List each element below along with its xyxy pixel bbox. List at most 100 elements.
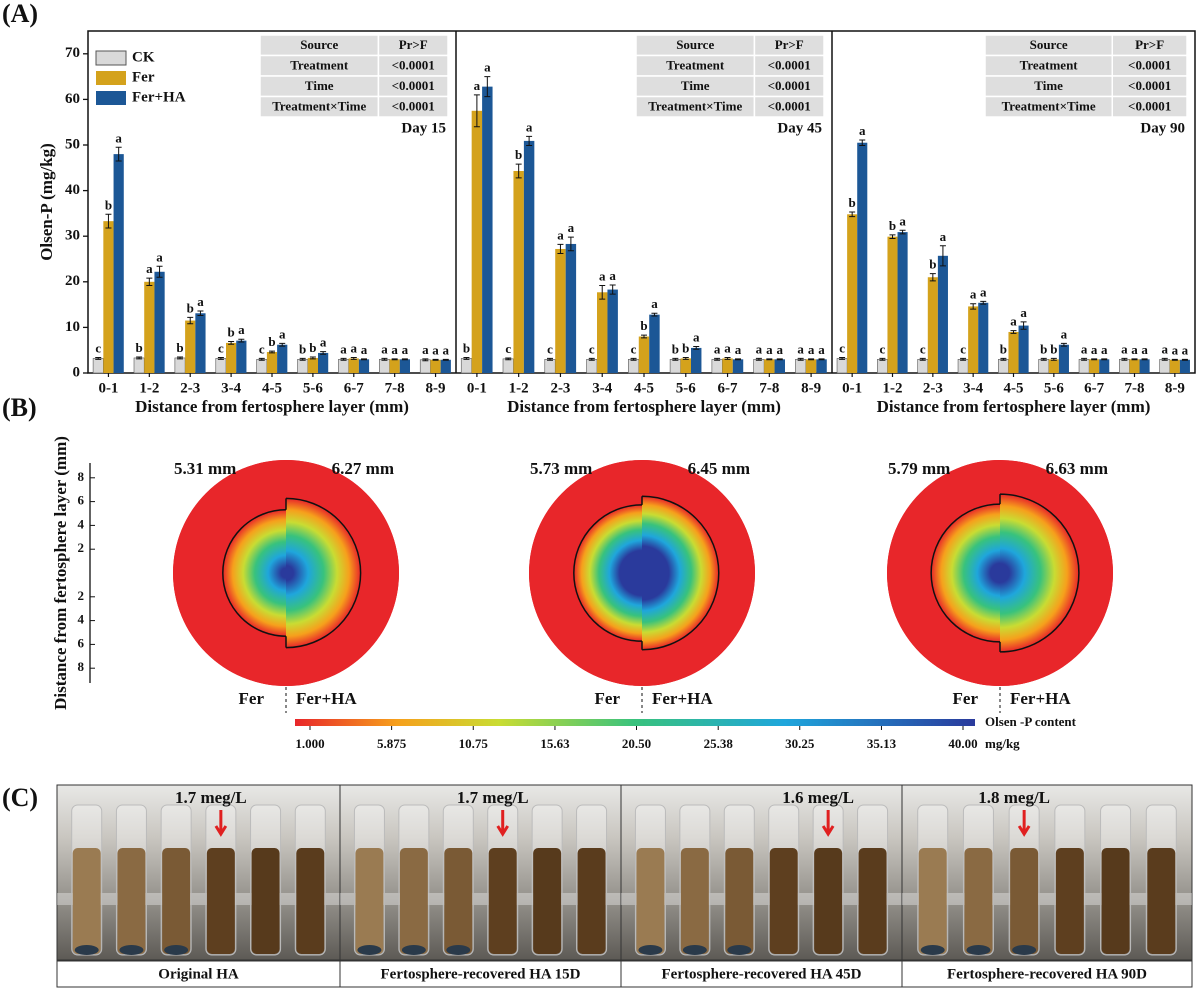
table-text: Treatment×Time — [272, 99, 366, 114]
bar — [236, 340, 247, 373]
significance-letter: a — [1141, 342, 1148, 357]
tube-liquid — [577, 848, 606, 954]
colorbar-tick-label: 10.75 — [459, 736, 489, 751]
disk-axis-tick-label: 2 — [78, 540, 85, 555]
table-text: <0.0001 — [392, 78, 435, 93]
error-bar — [197, 310, 204, 317]
significance-letter: a — [351, 340, 358, 355]
tube-liquid — [72, 848, 101, 954]
error-bar — [567, 236, 574, 252]
significance-letter: a — [1010, 314, 1017, 329]
radius-label: 6.45 mm — [688, 459, 750, 478]
bar — [764, 359, 775, 373]
significance-letter: a — [859, 123, 866, 138]
bar — [1008, 331, 1019, 373]
boundary-right — [999, 493, 1080, 653]
bar — [957, 359, 969, 374]
significance-letter: a — [474, 78, 481, 93]
radius-label: 5.73 mm — [530, 459, 592, 478]
table-text: Treatment — [290, 58, 349, 73]
error-bar — [599, 284, 606, 300]
bar — [669, 359, 681, 374]
tube-liquid — [117, 848, 146, 954]
significance-letter: a — [197, 294, 204, 309]
x-tick-label: 8-9 — [801, 380, 821, 396]
boundary-left — [222, 509, 287, 637]
y-tick-label: 20 — [65, 273, 80, 289]
bar — [318, 352, 329, 373]
tube-liquid — [296, 848, 325, 954]
error-bar — [714, 357, 721, 361]
error-bar — [1081, 357, 1088, 361]
significance-letter: b — [227, 325, 234, 340]
radius-label: 6.63 mm — [1046, 459, 1108, 478]
error-bar — [361, 358, 367, 361]
bar — [226, 342, 237, 373]
significance-letter: b — [929, 257, 936, 272]
bar — [277, 344, 288, 373]
table-cell — [377, 95, 449, 118]
error-bar — [136, 356, 143, 360]
tube-liquid — [814, 848, 843, 954]
bar — [297, 359, 309, 374]
x-tick-label: 6-7 — [344, 380, 364, 396]
disk-half — [1000, 460, 1113, 686]
boundary-right — [285, 497, 362, 649]
error-bar — [442, 358, 449, 361]
table-cell — [753, 95, 825, 118]
bar — [1119, 359, 1130, 374]
error-bar — [105, 213, 112, 229]
bar — [358, 359, 370, 373]
bar — [419, 359, 431, 374]
significance-letter: a — [818, 342, 825, 357]
x-tick-label: 7-8 — [759, 380, 779, 396]
significance-letter: c — [218, 340, 224, 355]
error-bar — [146, 277, 153, 286]
error-bar — [547, 357, 553, 361]
bar — [795, 359, 807, 374]
error-bar — [177, 356, 183, 360]
bar — [1038, 359, 1050, 374]
photo — [56, 784, 341, 961]
error-bar — [309, 356, 316, 360]
bar — [1048, 359, 1059, 373]
bar — [586, 359, 598, 374]
significance-letter: a — [484, 60, 491, 75]
table-text: Time — [1034, 78, 1063, 93]
bar — [103, 221, 114, 373]
significance-letter: a — [651, 296, 658, 311]
significance-letter: a — [432, 342, 439, 357]
photo-caption: Original HA — [158, 966, 239, 982]
photo-caption: Fertosphere-recovered HA 45D — [662, 966, 862, 982]
bar — [348, 358, 359, 373]
disk-axis-tick-label: 4 — [78, 612, 85, 627]
panel-label: (A) — [2, 0, 38, 28]
disk-label: Fer+HA — [652, 689, 713, 708]
x-tick-label: 6-7 — [718, 380, 738, 396]
table-text: Source — [300, 37, 338, 52]
bar — [513, 170, 524, 373]
x-tick-label: 7-8 — [1125, 380, 1145, 396]
x-tick-label: 0-1 — [842, 380, 862, 396]
error-bar — [340, 357, 347, 361]
chart-title: Day 90 — [1140, 120, 1185, 136]
error-bar — [682, 356, 689, 360]
tube-liquid — [1101, 848, 1130, 954]
photo-annotation: 1.6 meg/L — [782, 788, 854, 807]
error-bar — [1091, 358, 1098, 361]
y-tick-label: 10 — [65, 319, 80, 335]
bar — [1129, 359, 1140, 373]
significance-letter: c — [95, 340, 101, 355]
bar — [649, 314, 660, 373]
significance-letter: a — [1020, 305, 1027, 320]
caption-box — [901, 960, 1193, 988]
bar — [256, 359, 268, 374]
error-bar — [960, 357, 967, 361]
x-tick-label: 0-1 — [467, 380, 487, 396]
boundary-right — [641, 495, 720, 651]
bar — [174, 357, 186, 374]
error-bar — [859, 139, 866, 146]
x-tick-label: 2-3 — [180, 380, 200, 396]
error-bar — [609, 284, 616, 295]
significance-letter: b — [849, 195, 856, 210]
